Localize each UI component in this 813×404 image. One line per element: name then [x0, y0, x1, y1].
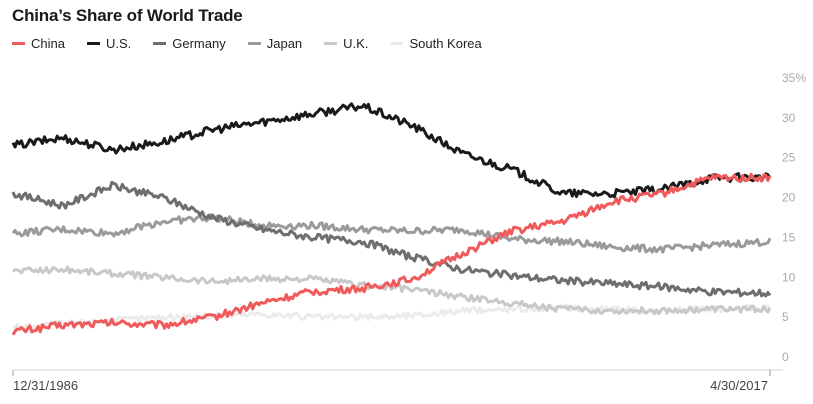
series-line-japan [11, 213, 772, 254]
legend-swatch [247, 42, 261, 45]
legend-swatch [86, 42, 100, 45]
y-tick-label: 20 [782, 191, 796, 205]
y-tick-label: 10 [782, 270, 796, 284]
legend-swatch [12, 42, 25, 45]
legend-item-germany: Germany [153, 36, 226, 51]
legend-item-u-k: U.K. [324, 36, 368, 51]
legend-item-u-s: U.S. [86, 36, 132, 51]
y-tick-label: 15 [782, 230, 796, 244]
series-line-u-k [11, 265, 772, 316]
y-tick-label: 35% [782, 71, 806, 85]
y-tick-label: 5 [782, 310, 789, 324]
series-line-china [11, 172, 772, 336]
legend-label: Japan [266, 36, 303, 51]
series-line-germany [11, 180, 772, 298]
x-tick-label: 4/30/2017 [710, 378, 768, 393]
legend-label: Germany [172, 36, 226, 51]
y-tick-label: 25 [782, 151, 796, 165]
legend-swatch [390, 42, 404, 45]
chart-title: China’s Share of World Trade [12, 6, 243, 25]
series-line-u-s [11, 102, 772, 199]
legend-swatch [324, 42, 338, 45]
legend-label: U.S. [105, 36, 132, 51]
legend: China U.S. Germany Japan U.K. South Korea [12, 36, 504, 51]
legend-label: China [31, 36, 65, 51]
y-tick-label: 30 [782, 111, 796, 125]
x-tick-label: 12/31/1986 [13, 378, 78, 393]
legend-label: South Korea [409, 36, 482, 51]
legend-item-south-korea: South Korea [390, 36, 482, 51]
legend-item-japan: Japan [247, 36, 303, 51]
legend-swatch [153, 42, 167, 45]
legend-item-china: China [12, 36, 65, 51]
legend-label: U.K. [343, 36, 369, 51]
y-tick-label: 0 [782, 350, 789, 364]
